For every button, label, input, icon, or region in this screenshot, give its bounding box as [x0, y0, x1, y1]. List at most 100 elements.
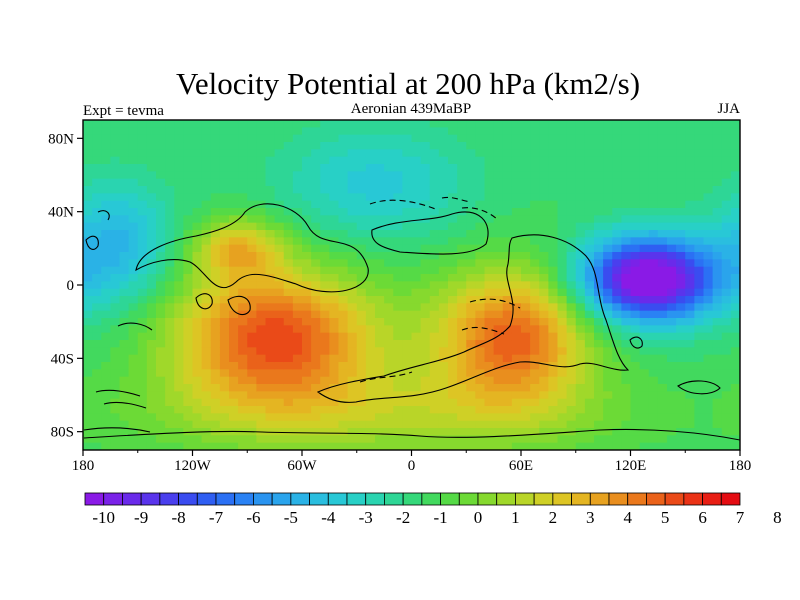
heatmap-cell	[438, 398, 449, 407]
heatmap-cell	[575, 428, 586, 436]
x-tick-label: 60E	[509, 458, 533, 474]
heatmap-cell	[603, 332, 613, 341]
heatmap-cell	[539, 428, 549, 436]
heatmap-cell	[566, 200, 577, 209]
colorbar-label: -3	[359, 508, 373, 527]
heatmap-cell	[603, 310, 613, 319]
heatmap-cell	[146, 288, 157, 297]
heatmap-cell	[521, 215, 531, 224]
heatmap-cell	[110, 288, 121, 297]
heatmap-cell	[539, 127, 549, 136]
heatmap-cell	[457, 149, 467, 158]
heatmap-cell	[110, 325, 121, 334]
heatmap-cell	[219, 384, 230, 392]
heatmap-cell	[347, 134, 358, 143]
heatmap-cell	[420, 281, 431, 290]
heatmap-cell	[694, 120, 705, 128]
heatmap-cell	[238, 171, 248, 180]
heatmap-cell	[457, 376, 467, 385]
heatmap-cell	[356, 171, 367, 180]
heatmap-cell	[521, 406, 531, 414]
heatmap-cell	[101, 259, 111, 268]
heatmap-cell	[192, 340, 203, 348]
heatmap-cell	[201, 149, 212, 158]
heatmap-cell	[612, 318, 622, 326]
heatmap-cell	[648, 274, 659, 282]
period-label: Aeronian 439MaBP	[351, 101, 471, 117]
heatmap-cell	[156, 252, 166, 260]
heatmap-cell	[484, 164, 495, 172]
heatmap-cell	[320, 156, 330, 165]
heatmap-cell	[110, 259, 121, 268]
heatmap-cell	[265, 222, 276, 231]
heatmap-cell	[283, 288, 294, 297]
heatmap-cell	[475, 215, 486, 224]
heatmap-cell	[402, 266, 413, 275]
heatmap-cell	[375, 310, 385, 319]
heatmap-cell	[137, 303, 148, 312]
heatmap-cell	[338, 134, 349, 143]
heatmap-cell	[265, 354, 276, 363]
heatmap-cell	[448, 127, 458, 136]
heatmap-cell	[183, 406, 194, 414]
heatmap-cell	[274, 127, 285, 136]
heatmap-cell	[448, 237, 458, 246]
heatmap-cell	[101, 384, 111, 392]
heatmap-cell	[594, 208, 604, 216]
heatmap-cell	[174, 142, 184, 150]
heatmap-cell	[530, 164, 540, 172]
heatmap-cell	[329, 266, 340, 275]
heatmap-cell	[156, 127, 166, 136]
heatmap-cell	[475, 376, 486, 385]
heatmap-cell	[320, 215, 330, 224]
heatmap-cell	[667, 230, 677, 238]
heatmap-cell	[174, 164, 184, 172]
heatmap-cell	[183, 362, 194, 370]
heatmap-cell	[603, 200, 613, 209]
heatmap-cell	[493, 428, 504, 436]
colorbar-swatch	[234, 492, 254, 506]
heatmap-cell	[183, 332, 194, 341]
heatmap-cell	[283, 384, 294, 392]
heatmap-cell	[247, 215, 257, 224]
heatmap-cell	[484, 193, 495, 202]
heatmap-cell	[92, 222, 102, 231]
heatmap-cell	[128, 127, 139, 136]
heatmap-cell	[292, 318, 303, 326]
heatmap-cell	[539, 406, 549, 414]
heatmap-cell	[210, 391, 221, 400]
heatmap-cell	[174, 442, 184, 450]
heatmap-cell	[365, 391, 376, 400]
heatmap-cell	[548, 208, 559, 216]
heatmap-cell	[110, 171, 121, 180]
heatmap-cell	[466, 120, 476, 128]
heatmap-cell	[210, 347, 221, 356]
heatmap-cell	[530, 244, 540, 253]
heatmap-cell	[229, 222, 239, 231]
heatmap-cell	[448, 156, 458, 165]
heatmap-cell	[566, 178, 577, 187]
heatmap-cell	[466, 281, 476, 290]
heatmap-cell	[320, 134, 330, 143]
heatmap-cell	[648, 413, 659, 422]
heatmap-cell	[676, 252, 686, 260]
heatmap-cell	[694, 354, 705, 363]
heatmap-cell	[119, 384, 130, 392]
heatmap-cell	[685, 376, 695, 385]
heatmap-cell	[146, 252, 157, 260]
heatmap-cell	[83, 142, 93, 150]
heatmap-cell	[448, 134, 458, 143]
heatmap-cell	[274, 347, 285, 356]
heatmap-cell	[448, 120, 458, 128]
heatmap-cell	[101, 134, 111, 143]
heatmap-cell	[502, 303, 513, 312]
heatmap-cell	[238, 332, 248, 341]
heatmap-cell	[92, 230, 102, 238]
heatmap-cell	[648, 259, 659, 268]
heatmap-cell	[210, 303, 221, 312]
heatmap-cell	[539, 398, 549, 407]
heatmap-cell	[402, 252, 413, 260]
heatmap-cell	[292, 332, 303, 341]
heatmap-cell	[484, 354, 495, 363]
heatmap-cell	[621, 149, 632, 158]
